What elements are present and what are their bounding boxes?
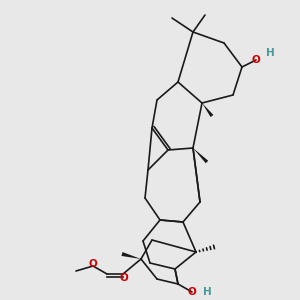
Text: H: H	[266, 48, 274, 58]
Polygon shape	[122, 252, 141, 259]
Text: H: H	[202, 287, 211, 297]
Polygon shape	[202, 103, 213, 117]
Text: O: O	[252, 55, 260, 65]
Text: O: O	[188, 287, 196, 297]
Text: O: O	[120, 273, 128, 283]
Polygon shape	[193, 148, 208, 163]
Text: O: O	[88, 259, 98, 269]
